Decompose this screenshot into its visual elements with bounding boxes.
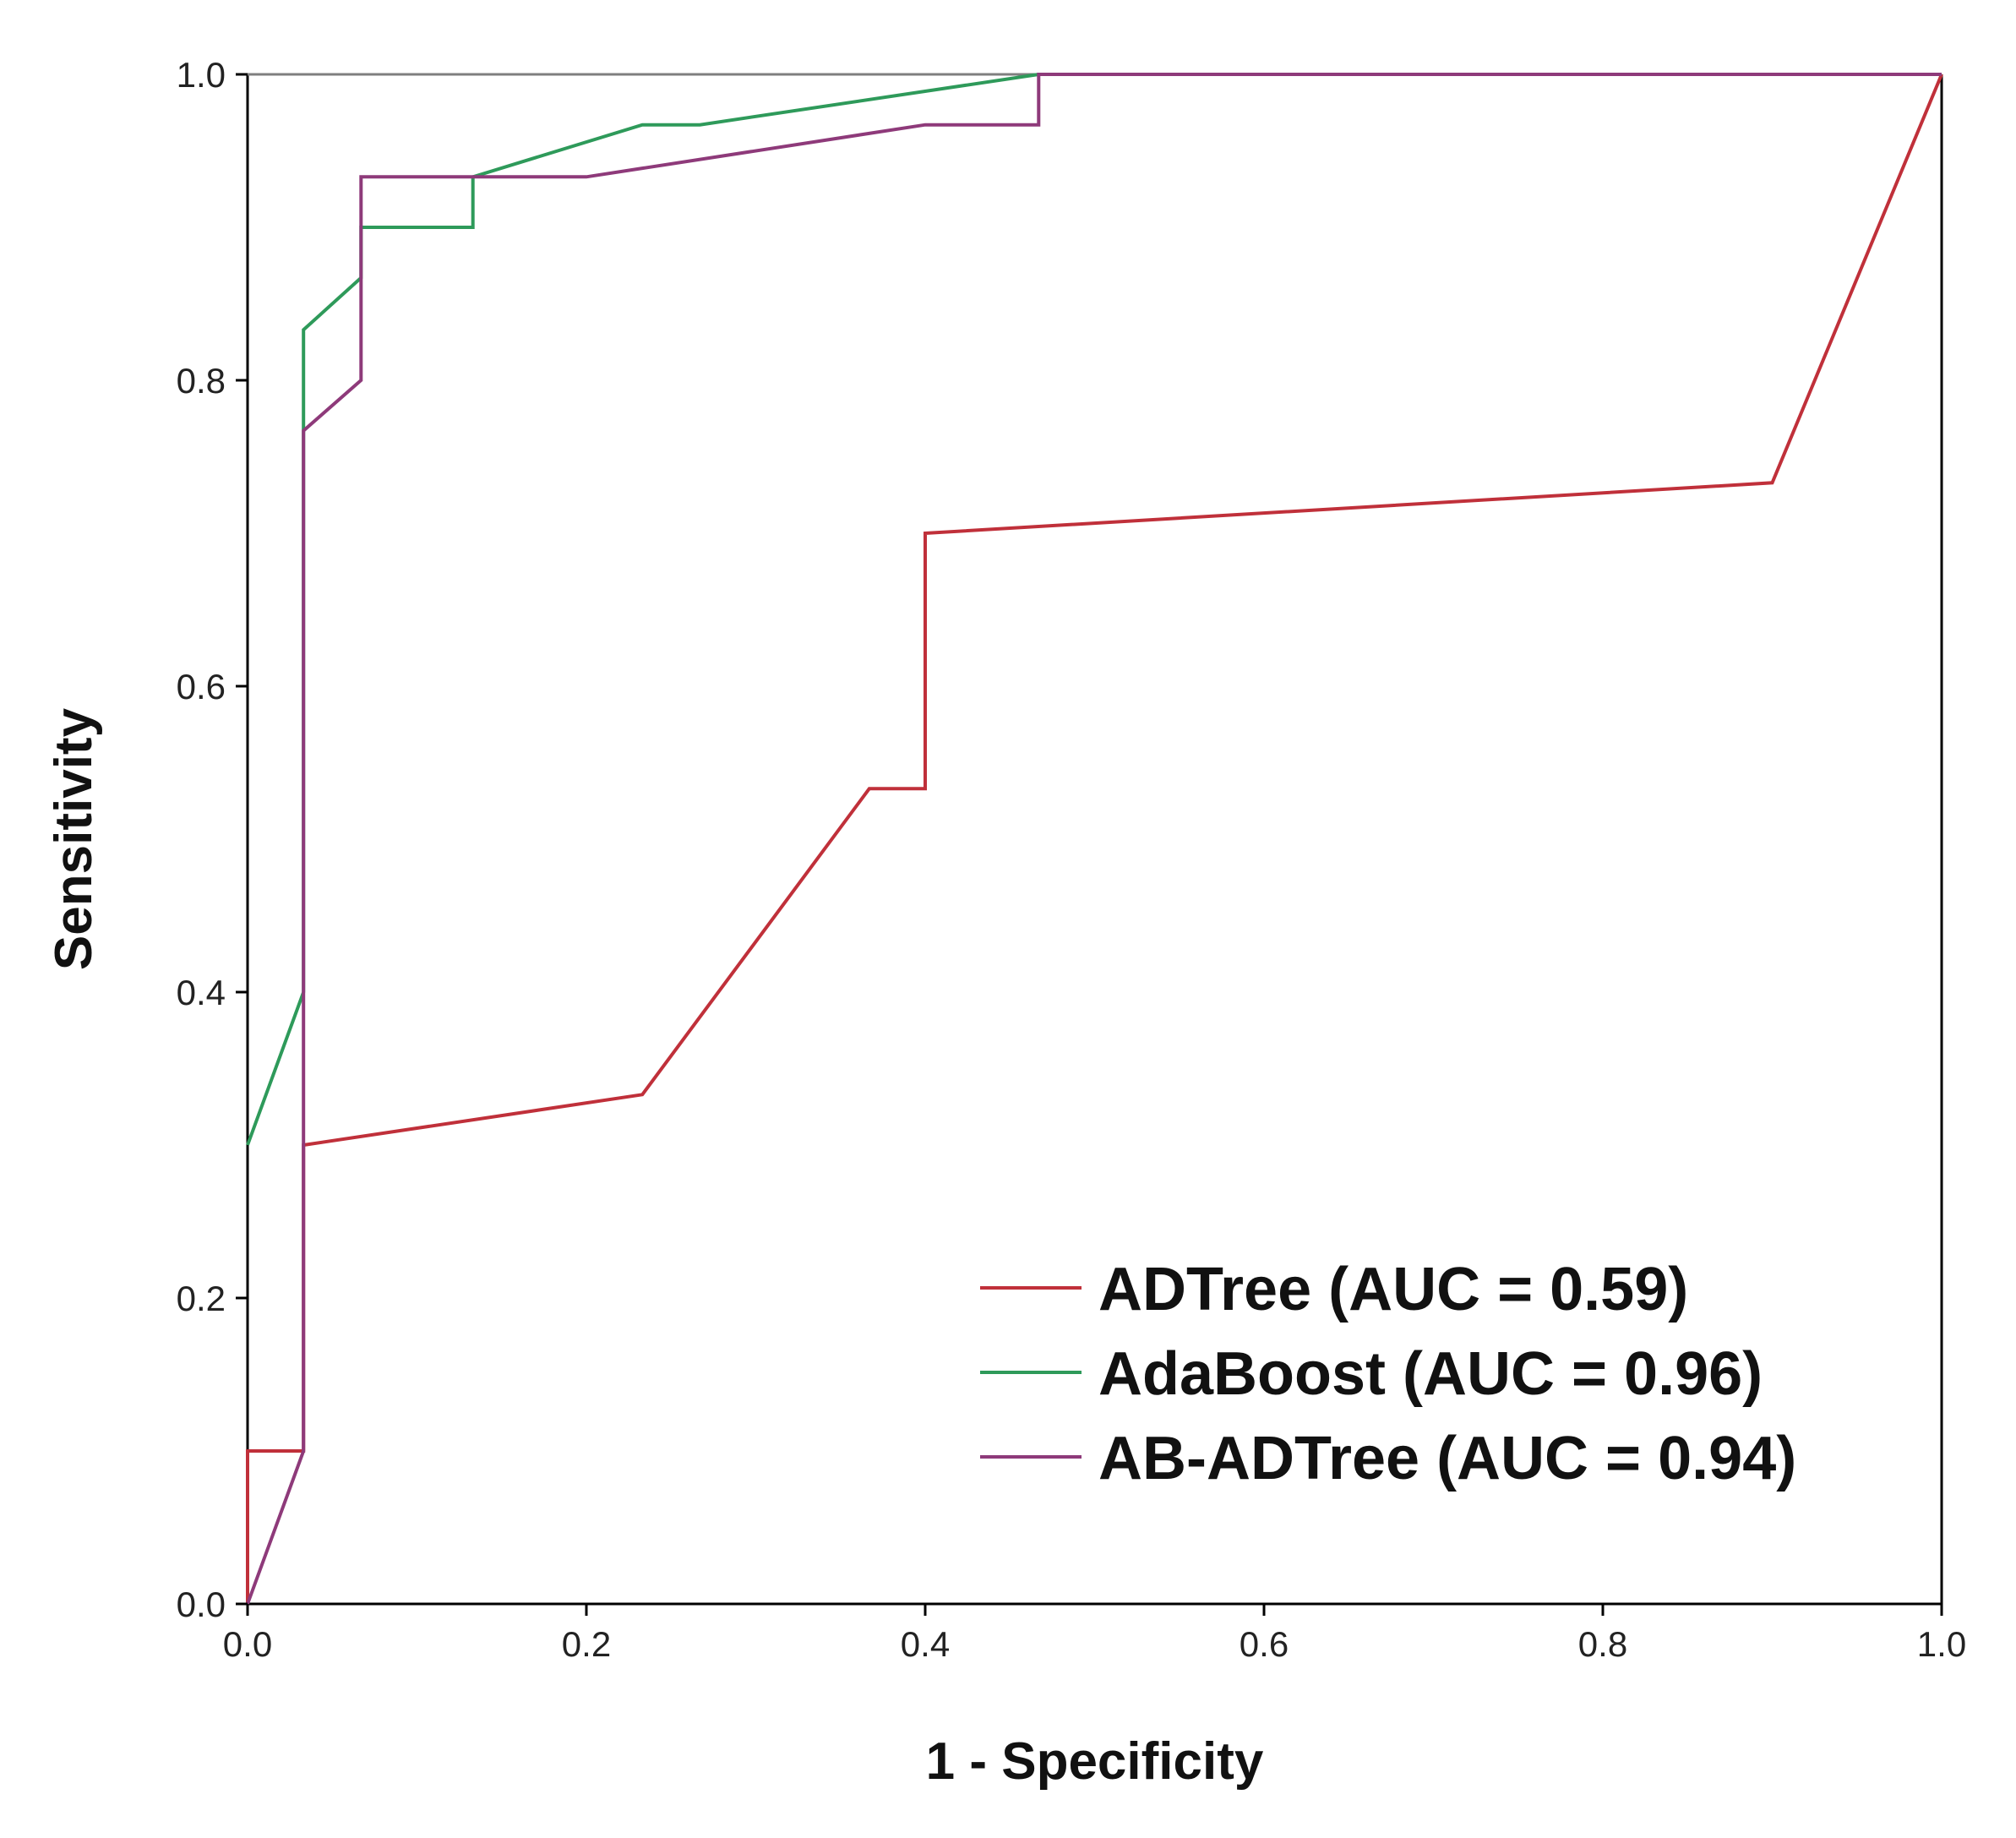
series-line-3 bbox=[246, 73, 1942, 1605]
y-tick-label: 0.4 bbox=[177, 973, 226, 1012]
y-tick-label: 1.0 bbox=[177, 55, 226, 95]
ticks-layer: 0.0 0.2 0.4 0.6 0.8 1.0 0.0 0.2 0.4 0.6 0.8 1.0 bbox=[177, 55, 1967, 1664]
series-line-2 bbox=[246, 73, 1942, 1146]
y-tick-label: 0.6 bbox=[177, 667, 226, 706]
y-tick-label: 0.8 bbox=[177, 361, 226, 401]
x-axis-title: 1 - Specificity bbox=[926, 1732, 1264, 1791]
y-axis-title: Sensitivity bbox=[45, 707, 103, 970]
x-tick-label: 0.4 bbox=[901, 1624, 950, 1664]
legend-label: AB-ADTree (AUC = 0.94) bbox=[1098, 1425, 1796, 1492]
x-tick-label: 0.8 bbox=[1578, 1624, 1627, 1664]
x-tick-label: 0.0 bbox=[223, 1624, 272, 1664]
y-tick-label: 0.0 bbox=[177, 1584, 226, 1624]
x-tick-label: 0.6 bbox=[1240, 1624, 1289, 1664]
series-layer bbox=[246, 73, 1943, 1605]
x-tick-label: 1.0 bbox=[1917, 1624, 1966, 1664]
axes bbox=[246, 74, 1943, 1606]
x-tick-label: 0.2 bbox=[562, 1624, 611, 1664]
legend: ADTree (AUC = 0.59) AdaBoost (AUC = 0.96)… bbox=[980, 1256, 1796, 1492]
y-tick-label: 0.2 bbox=[177, 1279, 226, 1318]
legend-label: ADTree (AUC = 0.59) bbox=[1098, 1256, 1688, 1323]
legend-label: AdaBoost (AUC = 0.96) bbox=[1098, 1340, 1763, 1408]
series-line-1 bbox=[246, 74, 1943, 1604]
